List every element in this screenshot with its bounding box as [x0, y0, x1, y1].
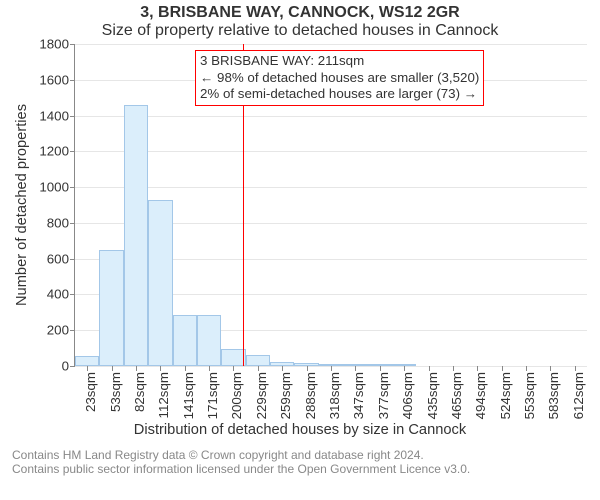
histogram-bar: [197, 315, 221, 366]
x-tick: [258, 366, 259, 371]
credits: Contains HM Land Registry data © Crown c…: [12, 448, 470, 477]
y-tick-label: 200: [47, 323, 75, 338]
x-tick-label: 229sqm: [254, 372, 269, 419]
x-tick-label: 347sqm: [351, 372, 366, 419]
chart-container: 3, BRISBANE WAY, CANNOCK, WS12 2GR Size …: [0, 0, 600, 500]
x-tick-label: 524sqm: [498, 372, 513, 419]
credits-line-1: Contains HM Land Registry data © Crown c…: [12, 448, 470, 462]
histogram-bar: [124, 105, 148, 366]
x-tick: [307, 366, 308, 371]
x-tick-label: 171sqm: [205, 372, 220, 419]
x-tick-label: 200sqm: [229, 372, 244, 419]
x-tick-label: 259sqm: [278, 372, 293, 419]
x-tick: [404, 366, 405, 371]
x-tick: [282, 366, 283, 371]
x-tick-label: 435sqm: [425, 372, 440, 419]
x-tick: [502, 366, 503, 371]
y-tick-label: 1800: [39, 37, 75, 52]
x-tick-label: 465sqm: [449, 372, 464, 419]
x-tick: [209, 366, 210, 371]
x-tick-label: 141sqm: [181, 372, 196, 419]
x-tick: [526, 366, 527, 371]
x-tick-label: 377sqm: [376, 372, 391, 419]
x-tick-label: 612sqm: [571, 372, 586, 419]
chart-title: 3, BRISBANE WAY, CANNOCK, WS12 2GR: [0, 4, 600, 22]
y-tick-label: 1400: [39, 108, 75, 123]
x-tick-label: 406sqm: [400, 372, 415, 419]
histogram-bar: [246, 355, 270, 366]
gridline: [75, 151, 587, 152]
x-tick-label: 53sqm: [108, 372, 123, 412]
x-tick: [160, 366, 161, 371]
y-axis-title: Number of detached properties: [14, 104, 30, 306]
x-tick-label: 288sqm: [303, 372, 318, 419]
x-tick: [355, 366, 356, 371]
x-tick: [136, 366, 137, 371]
annotation-line: ← 98% of detached houses are smaller (3,…: [200, 70, 479, 87]
x-tick-label: 82sqm: [132, 372, 147, 412]
plot-area: 02004006008001000120014001600180023sqm53…: [74, 44, 587, 367]
histogram-bar: [148, 200, 172, 366]
annotation-box: 3 BRISBANE WAY: 211sqm← 98% of detached …: [195, 50, 484, 106]
annotation-line: 3 BRISBANE WAY: 211sqm: [200, 53, 479, 70]
x-tick: [233, 366, 234, 371]
y-tick-label: 800: [47, 215, 75, 230]
x-tick: [380, 366, 381, 371]
x-tick: [185, 366, 186, 371]
y-tick-label: 1200: [39, 144, 75, 159]
gridline: [75, 187, 587, 188]
x-tick: [429, 366, 430, 371]
gridline: [75, 116, 587, 117]
x-tick: [87, 366, 88, 371]
chart-subtitle: Size of property relative to detached ho…: [0, 22, 600, 40]
y-tick-label: 600: [47, 251, 75, 266]
y-tick-label: 400: [47, 287, 75, 302]
histogram-bar: [75, 356, 99, 366]
x-tick-label: 23sqm: [83, 372, 98, 412]
x-tick: [331, 366, 332, 371]
x-tick: [477, 366, 478, 371]
x-tick-label: 553sqm: [522, 372, 537, 419]
x-tick: [112, 366, 113, 371]
x-tick: [575, 366, 576, 371]
x-tick-label: 583sqm: [546, 372, 561, 419]
x-tick-label: 494sqm: [473, 372, 488, 419]
histogram-bar: [173, 315, 197, 366]
annotation-line: 2% of semi-detached houses are larger (7…: [200, 86, 479, 103]
x-tick-label: 112sqm: [156, 372, 171, 418]
y-tick-label: 1600: [39, 72, 75, 87]
y-tick-label: 1000: [39, 180, 75, 195]
credits-line-2: Contains public sector information licen…: [12, 462, 470, 476]
x-axis-title: Distribution of detached houses by size …: [0, 422, 600, 438]
x-tick-label: 318sqm: [327, 372, 342, 419]
x-tick: [453, 366, 454, 371]
histogram-bar: [99, 250, 123, 366]
gridline: [75, 44, 587, 45]
y-tick-label: 0: [62, 359, 75, 374]
x-tick: [550, 366, 551, 371]
